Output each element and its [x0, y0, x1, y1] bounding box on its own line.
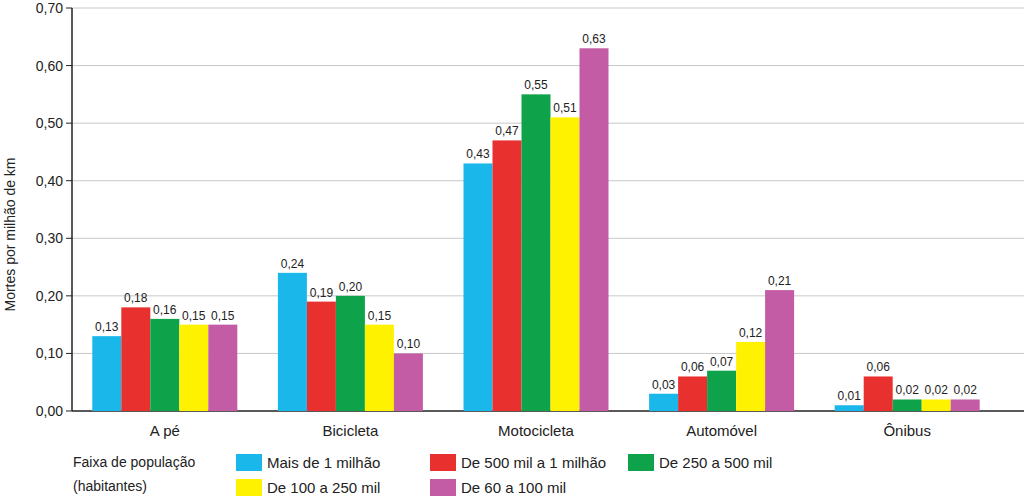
legend: Faixa de população (habitantes) Mais de 1 … [73, 454, 772, 496]
data-label: 0,01 [838, 389, 862, 403]
data-label: 0,63 [582, 32, 606, 46]
tick-mark [66, 8, 72, 9]
bar [649, 394, 678, 411]
legend-label: De 500 mil a 1 milhão [461, 454, 606, 471]
legend-label: Mais de 1 milhão [267, 454, 380, 471]
data-label: 0,15 [211, 309, 235, 323]
data-label: 0,18 [124, 291, 148, 305]
category-label: A pé [150, 422, 180, 439]
data-label: 0,21 [768, 274, 792, 288]
tick-mark [66, 353, 72, 354]
category-label: Automóvel [686, 422, 757, 439]
bar [551, 117, 580, 411]
bar [922, 399, 951, 411]
tick-label: 0,50 [36, 115, 63, 131]
bar [893, 399, 922, 411]
tick-mark [66, 65, 72, 66]
tick-mark [66, 295, 72, 296]
tick-label: 0,30 [36, 230, 63, 246]
data-label: 0,02 [896, 383, 920, 397]
data-label: 0,47 [495, 124, 519, 138]
tick-mark [66, 411, 72, 412]
tick-label: 0,70 [36, 0, 63, 16]
bar [208, 325, 237, 411]
bar [121, 307, 150, 411]
tick-label: 0,10 [36, 345, 63, 361]
legend-swatch [236, 479, 262, 496]
legend-title: (habitantes) [73, 478, 147, 494]
bar [278, 273, 307, 411]
legend-swatch [430, 454, 456, 471]
data-label: 0,24 [281, 257, 305, 271]
bar [736, 342, 765, 411]
bar [394, 353, 423, 411]
data-label: 0,19 [310, 286, 334, 300]
data-label: 0,02 [954, 383, 978, 397]
data-label: 0,07 [710, 355, 734, 369]
data-label: 0,03 [652, 378, 676, 392]
data-labels: 0,13 0,18 0,16 0,15 0,15 0,24 0,19 0,20 0,15 0,10… [95, 32, 977, 403]
data-label: 0,06 [867, 360, 891, 374]
data-label: 0,15 [368, 309, 392, 323]
data-label: 0,55 [524, 78, 548, 92]
tick-label: 0,00 [36, 403, 63, 419]
legend-swatch [236, 454, 262, 471]
bar [707, 371, 736, 411]
chart: 0,00 0,10 0,20 0,30 0,40 0,50 0,60 0,70 Mortes p… [0, 0, 1024, 497]
legend-label: De 100 a 250 mil [267, 479, 380, 496]
tick-mark [66, 238, 72, 239]
tick-label: 0,20 [36, 288, 63, 304]
category-label: Ônibus [883, 422, 931, 439]
data-label: 0,10 [397, 337, 421, 351]
category-label: Motocicleta [498, 422, 575, 439]
bar [150, 319, 179, 411]
bar [580, 48, 609, 411]
grid-line [72, 8, 1024, 9]
bar [493, 140, 522, 411]
bars [92, 48, 979, 411]
data-label: 0,12 [739, 326, 763, 340]
tick-label: 0,60 [36, 58, 63, 74]
data-label: 0,13 [95, 320, 119, 334]
bar [522, 94, 551, 411]
grid-line [72, 65, 1024, 66]
bar [835, 405, 864, 411]
legend-label: De 60 a 100 mil [461, 479, 566, 496]
data-label: 0,16 [153, 303, 177, 317]
data-label: 0,43 [466, 147, 490, 161]
bar [765, 290, 794, 411]
data-label: 0,02 [925, 383, 949, 397]
bar [179, 325, 208, 411]
category-label: Bicicleta [322, 422, 379, 439]
data-label: 0,15 [182, 309, 206, 323]
tick-label: 0,40 [36, 173, 63, 189]
bar [336, 296, 365, 411]
tick-mark [66, 123, 72, 124]
bar [92, 336, 121, 411]
bar [464, 163, 493, 411]
bar [678, 376, 707, 411]
bar [365, 325, 394, 411]
legend-label: De 250 a 500 mil [659, 454, 772, 471]
data-label: 0,51 [553, 101, 577, 115]
y-axis-label: Mortes por milhão de km [2, 157, 18, 311]
legend-swatch [430, 479, 456, 496]
bar [951, 399, 980, 411]
tick-mark [66, 180, 72, 181]
y-axis [71, 8, 73, 411]
legend-swatch [628, 454, 654, 471]
bar [307, 302, 336, 411]
bar [864, 376, 893, 411]
data-label: 0,20 [339, 280, 363, 294]
legend-title: Faixa de população [73, 454, 195, 470]
data-label: 0,06 [681, 360, 705, 374]
